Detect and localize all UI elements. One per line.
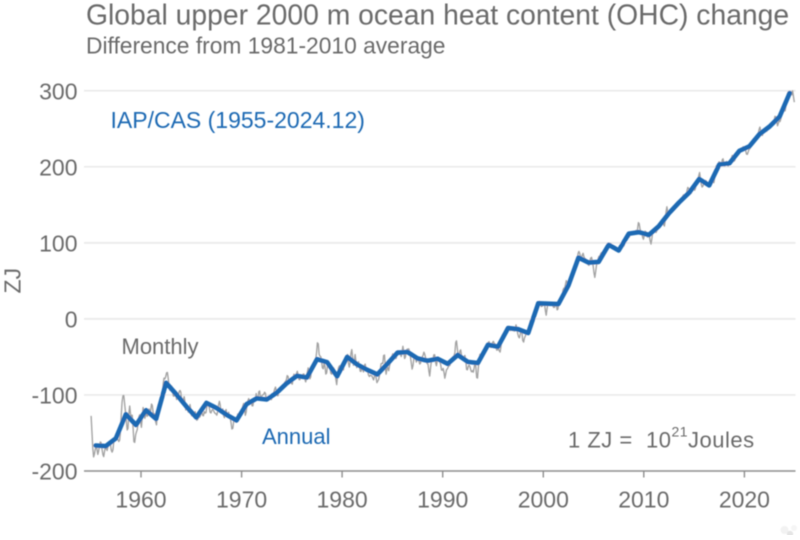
svg-text:300: 300 [39, 78, 77, 104]
svg-text:1990: 1990 [417, 487, 468, 513]
svg-text:100: 100 [39, 230, 77, 256]
svg-text:Annual: Annual [262, 424, 331, 449]
svg-text:Monthly: Monthly [122, 334, 199, 359]
svg-text:1970: 1970 [216, 487, 267, 513]
svg-text:2000: 2000 [518, 487, 569, 513]
svg-text:-200: -200 [31, 459, 77, 485]
svg-text:Difference from 1981-2010 aver: Difference from 1981-2010 average [86, 33, 446, 59]
svg-text:1 ZJ = 1021Joules: 1 ZJ = 1021Joules [568, 424, 755, 453]
svg-text:0: 0 [65, 306, 78, 332]
svg-text:1960: 1960 [115, 487, 166, 513]
svg-text:2010: 2010 [618, 487, 669, 513]
svg-text:2020: 2020 [719, 487, 770, 513]
svg-text:Global upper 2000 m ocean heat: Global upper 2000 m ocean heat content (… [86, 0, 789, 31]
svg-text:-100: -100 [31, 383, 77, 409]
svg-text:IAP/CAS (1955-2024.12): IAP/CAS (1955-2024.12) [111, 107, 365, 133]
svg-text:200: 200 [39, 154, 77, 180]
svg-text:1980: 1980 [317, 487, 368, 513]
svg-text:ZJ: ZJ [0, 268, 26, 294]
